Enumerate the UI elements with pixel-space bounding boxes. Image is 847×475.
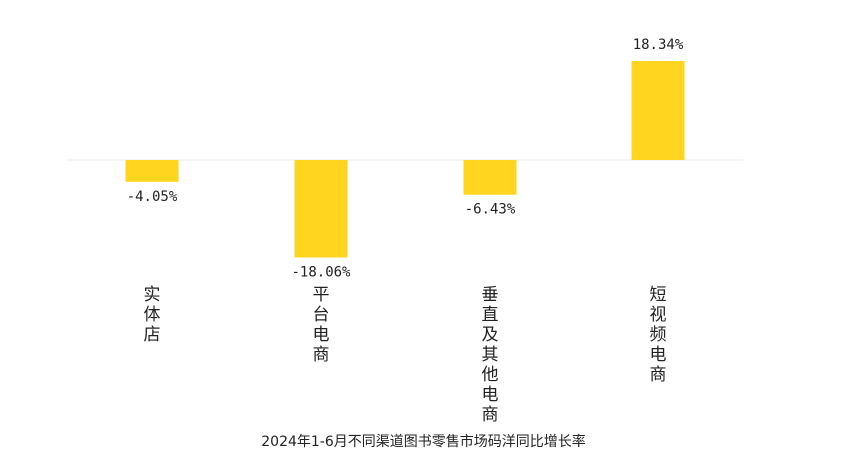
value-label-3: 18.34% (633, 37, 684, 53)
bar-2 (463, 160, 517, 195)
category-label-2: 垂直及其他电商 (482, 285, 499, 425)
value-label-0: -4.05% (127, 189, 178, 205)
category-labels: 实体店 平台电商 垂直及其他电商 短视频电商 (144, 285, 667, 425)
bar-3 (631, 61, 685, 160)
bar-1 (294, 160, 348, 258)
value-label-2: -6.43% (465, 202, 516, 218)
value-labels: -4.05% -18.06% -6.43% 18.34% (127, 37, 684, 280)
value-label-1: -18.06% (291, 264, 351, 280)
category-label-1: 平台电商 (313, 285, 330, 365)
bar-series (125, 61, 685, 258)
category-label-0: 实体店 (144, 285, 161, 345)
bar-0 (125, 160, 179, 182)
category-label-3: 短视频电商 (650, 285, 667, 385)
chart-title: 2024年1-6月不同渠道图书零售市场码洋同比增长率 (261, 434, 586, 450)
